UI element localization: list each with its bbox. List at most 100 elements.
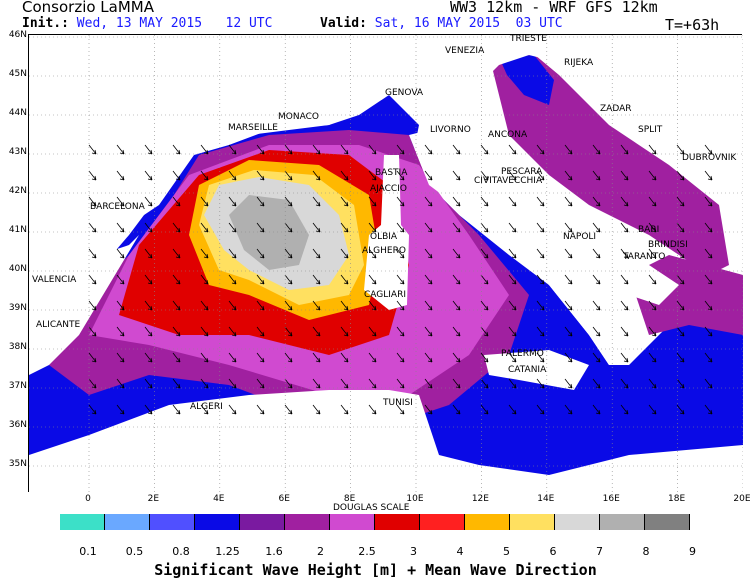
wave-direction-arrow bbox=[508, 196, 517, 207]
lon-tick: 20E bbox=[733, 494, 751, 504]
wave-direction-arrow bbox=[620, 170, 629, 181]
valid-value: Sat, 16 MAY 2015 03 UTC bbox=[374, 16, 563, 31]
wave-direction-arrow bbox=[592, 352, 601, 363]
wave-direction-arrow bbox=[620, 378, 629, 389]
wave-direction-arrow bbox=[340, 274, 349, 285]
wave-direction-arrow bbox=[340, 326, 349, 337]
wave-direction-arrow bbox=[480, 300, 489, 311]
wave-direction-arrow bbox=[144, 274, 153, 285]
wave-direction-arrow bbox=[676, 274, 685, 285]
wave-direction-arrow bbox=[144, 196, 153, 207]
wave-direction-arrow bbox=[592, 300, 601, 311]
lon-tick: 6E bbox=[278, 494, 290, 504]
wave-direction-arrow bbox=[144, 300, 153, 311]
scale-segment bbox=[645, 514, 690, 530]
lon-tick: 10E bbox=[406, 494, 424, 504]
wave-direction-arrow bbox=[508, 274, 517, 285]
wave-direction-arrow bbox=[312, 404, 321, 415]
value-tick: 1.6 bbox=[265, 545, 283, 558]
wave-direction-arrow bbox=[564, 352, 573, 363]
wave-direction-arrow bbox=[648, 378, 657, 389]
wave-direction-arrow bbox=[536, 170, 545, 181]
wave-direction-arrow bbox=[704, 378, 713, 389]
wave-direction-arrow bbox=[536, 248, 545, 259]
forecast-step: T=+63h bbox=[665, 16, 720, 34]
org-title: Consorzio LaMMA bbox=[22, 0, 154, 16]
wave-direction-arrow bbox=[228, 274, 237, 285]
value-tick: 2.5 bbox=[358, 545, 376, 558]
wave-direction-arrow bbox=[368, 170, 377, 181]
lon-tick: 2E bbox=[147, 494, 160, 504]
city-label: TARANTO bbox=[623, 252, 666, 262]
wave-direction-arrow bbox=[620, 222, 629, 233]
wave-direction-arrow bbox=[284, 144, 293, 155]
wave-direction-arrow bbox=[256, 274, 265, 285]
wave-direction-arrow bbox=[452, 170, 461, 181]
wave-direction-arrow bbox=[620, 144, 629, 155]
value-tick: 3 bbox=[410, 545, 417, 558]
wave-direction-arrow bbox=[564, 326, 573, 337]
wave-direction-arrow bbox=[368, 352, 377, 363]
scale-segment bbox=[195, 514, 240, 530]
wave-direction-arrow bbox=[200, 274, 209, 285]
wave-direction-arrow bbox=[452, 300, 461, 311]
wave-direction-arrow bbox=[368, 378, 377, 389]
init-value: Wed, 13 MAY 2015 12 UTC bbox=[76, 16, 273, 31]
wave-direction-arrow bbox=[396, 170, 405, 181]
wave-direction-arrow bbox=[592, 170, 601, 181]
wave-direction-arrow bbox=[452, 404, 461, 415]
lon-tick: 4E bbox=[213, 494, 225, 504]
wave-direction-arrow bbox=[368, 404, 377, 415]
wave-direction-arrow bbox=[396, 196, 405, 207]
wave-direction-arrow bbox=[424, 196, 433, 207]
wave-direction-arrow bbox=[508, 248, 517, 259]
wave-direction-arrow bbox=[256, 248, 265, 259]
wave-direction-arrow bbox=[396, 274, 405, 285]
wave-direction-arrow bbox=[396, 352, 405, 363]
wave-direction-arrow bbox=[340, 352, 349, 363]
wave-direction-arrow bbox=[172, 274, 181, 285]
scale-segment bbox=[420, 514, 465, 530]
wave-direction-arrow bbox=[200, 144, 209, 155]
wave-direction-arrow bbox=[508, 144, 517, 155]
wave-direction-arrow bbox=[592, 378, 601, 389]
wave-direction-arrow bbox=[480, 378, 489, 389]
wave-direction-arrow bbox=[116, 352, 125, 363]
wave-direction-arrow bbox=[228, 144, 237, 155]
city-label: GENOVA bbox=[385, 88, 424, 98]
wave-direction-arrow bbox=[564, 196, 573, 207]
wave-direction-arrow bbox=[564, 274, 573, 285]
scale-segment bbox=[510, 514, 555, 530]
lat-tick: 41N bbox=[8, 225, 27, 235]
lat-tick: 43N bbox=[8, 147, 27, 157]
wave-direction-arrow bbox=[704, 144, 713, 155]
lat-tick: 44N bbox=[8, 108, 27, 118]
land-sicily bbox=[484, 350, 589, 390]
wave-direction-arrow bbox=[676, 170, 685, 181]
wave-direction-arrow bbox=[648, 144, 657, 155]
wave-direction-arrow bbox=[452, 196, 461, 207]
value-tick: 0.5 bbox=[125, 545, 144, 558]
wave-direction-arrow bbox=[368, 326, 377, 337]
wave-map[interactable] bbox=[28, 34, 744, 493]
wave-direction-arrow bbox=[116, 170, 125, 181]
lat-tick: 40N bbox=[8, 264, 27, 274]
wave-direction-arrow bbox=[564, 170, 573, 181]
wave-direction-arrow bbox=[256, 144, 265, 155]
city-label: BARCELONA bbox=[90, 202, 145, 212]
wave-direction-arrow bbox=[172, 196, 181, 207]
wave-direction-arrow bbox=[704, 196, 713, 207]
wave-direction-arrow bbox=[116, 196, 125, 207]
wave-direction-arrow bbox=[144, 144, 153, 155]
wave-direction-arrow bbox=[312, 248, 321, 259]
wave-direction-arrow bbox=[200, 352, 209, 363]
wave-direction-arrow bbox=[452, 352, 461, 363]
city-label: BRINDISI bbox=[648, 240, 688, 250]
city-label: CIVITAVECCHIA bbox=[474, 176, 543, 186]
wave-direction-arrow bbox=[620, 300, 629, 311]
wave-direction-arrow bbox=[116, 144, 125, 155]
wave-direction-arrow bbox=[284, 326, 293, 337]
city-label: PESCARA bbox=[501, 167, 543, 177]
wave-direction-arrow bbox=[88, 144, 97, 155]
city-label: ANCONA bbox=[488, 130, 528, 140]
